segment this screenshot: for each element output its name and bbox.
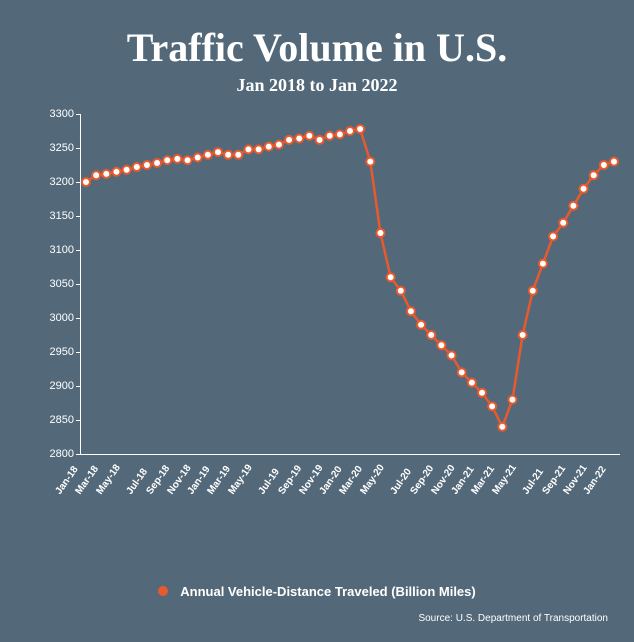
- data-marker: [102, 170, 110, 178]
- data-marker: [529, 287, 537, 295]
- source-text: Source: U.S. Department of Transportatio…: [418, 613, 608, 624]
- data-marker: [478, 389, 486, 397]
- data-marker: [600, 161, 608, 169]
- data-marker: [458, 368, 466, 376]
- data-marker: [214, 148, 222, 156]
- y-tick-mark: [76, 352, 80, 353]
- y-tick-label: 2900: [50, 380, 74, 392]
- data-marker: [92, 171, 100, 179]
- data-marker: [265, 143, 273, 151]
- data-marker: [376, 229, 384, 237]
- data-marker: [346, 127, 354, 135]
- chart-subtitle: Jan 2018 to Jan 2022: [22, 75, 612, 96]
- chart-area: 2800 2850 2900 2950 3000 3050 3100 3150 3200 3250…: [32, 114, 612, 514]
- y-axis: 2800285029002950300030503100315032003250…: [32, 114, 80, 454]
- legend-label: Annual Vehicle-Distance Traveled (Billio…: [180, 584, 475, 599]
- data-marker: [184, 156, 192, 164]
- data-marker: [610, 158, 618, 166]
- y-tick-mark: [76, 250, 80, 251]
- chart-title: Traffic Volume in U.S.: [22, 24, 612, 71]
- data-marker: [112, 168, 120, 176]
- data-marker: [133, 163, 141, 171]
- data-marker: [427, 331, 435, 339]
- data-marker: [316, 136, 324, 144]
- y-tick-label: 3150: [50, 210, 74, 222]
- data-marker: [326, 132, 334, 140]
- data-marker: [549, 232, 557, 240]
- data-marker: [508, 396, 516, 404]
- data-marker: [387, 273, 395, 281]
- data-marker: [539, 260, 547, 268]
- data-marker: [417, 321, 425, 329]
- data-marker: [255, 145, 263, 153]
- y-tick-mark: [76, 114, 80, 115]
- data-marker: [590, 171, 598, 179]
- y-tick-label: 3300: [50, 108, 74, 120]
- y-tick-mark: [76, 386, 80, 387]
- data-marker: [204, 151, 212, 159]
- data-marker: [366, 158, 374, 166]
- data-marker: [580, 185, 588, 193]
- data-marker: [285, 136, 293, 144]
- data-marker: [569, 202, 577, 210]
- y-tick-mark: [76, 148, 80, 149]
- data-marker: [82, 178, 90, 186]
- data-marker: [305, 132, 313, 140]
- y-tick-label: 3000: [50, 312, 74, 324]
- data-marker: [519, 331, 527, 339]
- data-marker: [498, 423, 506, 431]
- data-line: [86, 129, 614, 427]
- y-tick-label: 3050: [50, 278, 74, 290]
- data-marker: [143, 161, 151, 169]
- y-tick-mark: [76, 420, 80, 421]
- x-axis-line: [80, 454, 620, 455]
- y-tick-mark: [76, 318, 80, 319]
- line-plot: [80, 114, 620, 454]
- data-marker: [244, 145, 252, 153]
- data-marker: [275, 141, 283, 149]
- y-tick-label: 2950: [50, 346, 74, 358]
- y-tick-label: 3200: [50, 176, 74, 188]
- data-marker: [123, 166, 131, 174]
- y-tick-mark: [76, 284, 80, 285]
- data-marker: [153, 159, 161, 167]
- y-tick-label: 3250: [50, 142, 74, 154]
- data-marker: [336, 130, 344, 138]
- y-tick-mark: [76, 182, 80, 183]
- data-marker: [488, 402, 496, 410]
- y-tick-mark: [76, 454, 80, 455]
- data-marker: [559, 219, 567, 227]
- y-tick-label: 3100: [50, 244, 74, 256]
- data-marker: [234, 151, 242, 159]
- legend-marker-icon: [158, 586, 168, 596]
- y-tick-label: 2850: [50, 414, 74, 426]
- data-marker: [224, 151, 232, 159]
- data-marker: [295, 134, 303, 142]
- data-marker: [163, 156, 171, 164]
- data-marker: [356, 125, 364, 133]
- data-marker: [173, 155, 181, 163]
- chart-container: Traffic Volume in U.S. Jan 2018 to Jan 2…: [0, 0, 634, 642]
- data-marker: [407, 307, 415, 315]
- data-marker: [397, 287, 405, 295]
- data-marker: [468, 379, 476, 387]
- data-marker: [448, 351, 456, 359]
- x-axis: Jan-18Mar-18May-18Jul-18Sep-18Nov-18Jan-…: [80, 458, 620, 518]
- data-marker: [437, 341, 445, 349]
- y-tick-mark: [76, 216, 80, 217]
- y-tick-label: 2800: [50, 448, 74, 460]
- legend: Annual Vehicle-Distance Traveled (Billio…: [0, 582, 634, 600]
- data-marker: [194, 154, 202, 162]
